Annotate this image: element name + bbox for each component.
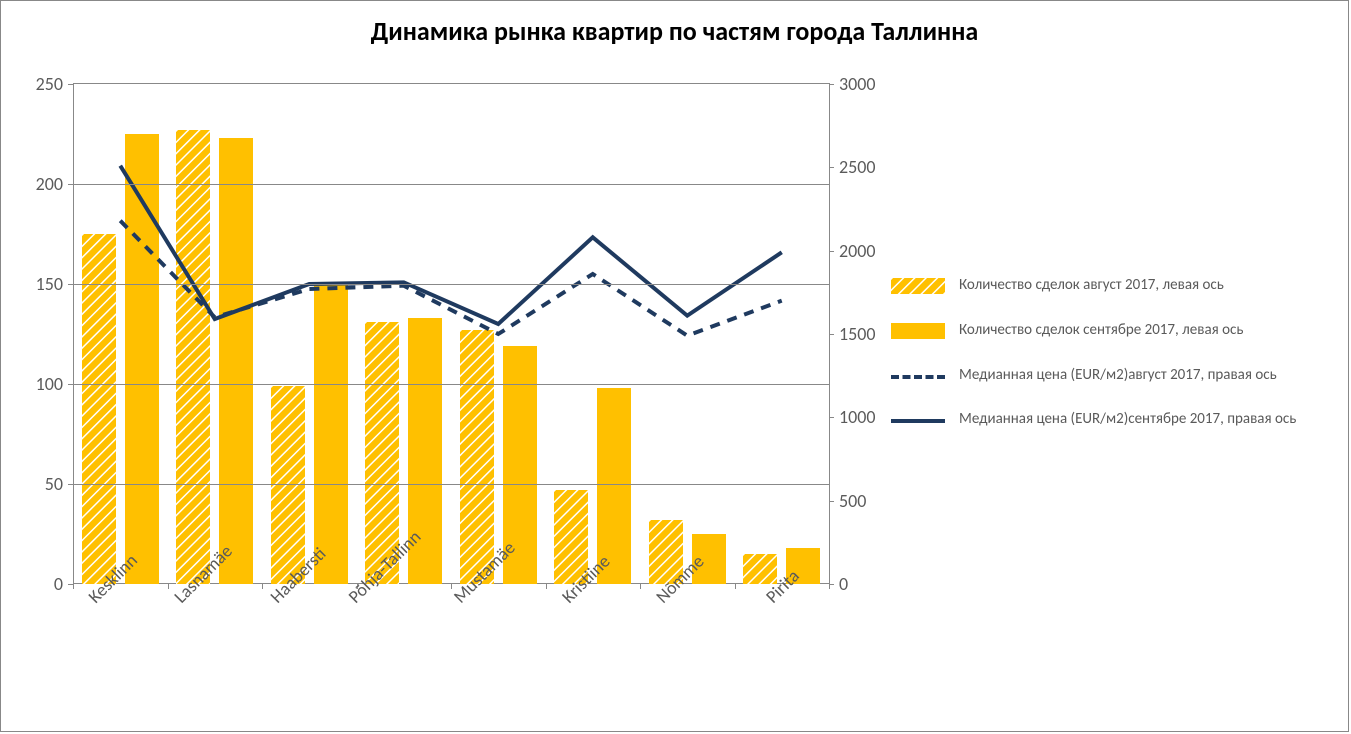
y-tick-left: 200 <box>36 173 73 195</box>
x-tick <box>640 584 641 589</box>
y-tick-left: 250 <box>36 73 73 95</box>
lines-layer <box>73 84 829 584</box>
grid-line <box>73 184 829 185</box>
x-tick <box>546 584 547 589</box>
y-tick-right: 2000 <box>829 240 876 262</box>
legend-label: Медианная цена (EUR/м2)сентябре 2017, пр… <box>959 410 1331 429</box>
y-tick-left: 50 <box>45 473 73 495</box>
legend-label: Медианная цена (EUR/м2)август 2017, прав… <box>959 366 1331 385</box>
legend-item: Количество сделок сентябре 2017, левая о… <box>891 321 1331 340</box>
x-tick <box>829 584 830 589</box>
legend-swatch-hatch-icon <box>891 278 945 294</box>
legend-item: Медианная цена (EUR/м2)август 2017, прав… <box>891 366 1331 385</box>
y-tick-right: 2500 <box>829 156 876 178</box>
y-tick-right: 1500 <box>829 323 876 345</box>
y-tick-right: 500 <box>829 490 866 512</box>
plot-area: 050100150200250050010001500200025003000K… <box>73 83 830 584</box>
grid-line <box>73 484 829 485</box>
legend-item: Медианная цена (EUR/м2)сентябре 2017, пр… <box>891 410 1331 429</box>
line-sep <box>120 166 782 324</box>
x-tick <box>168 584 169 589</box>
y-tick-left: 100 <box>36 373 73 395</box>
grid-line <box>73 384 829 385</box>
y-tick-left: 150 <box>36 273 73 295</box>
y-tick-right: 3000 <box>829 73 876 95</box>
legend-label: Количество сделок август 2017, левая ось <box>959 276 1331 295</box>
y-tick-right: 0 <box>829 573 848 595</box>
legend-line-solid-icon <box>891 410 945 428</box>
legend-label: Количество сделок сентябре 2017, левая о… <box>959 321 1331 340</box>
chart-title: Динамика рынка квартир по частям города … <box>1 15 1348 47</box>
legend-swatch-solid-icon <box>891 323 945 339</box>
x-tick <box>735 584 736 589</box>
x-tick <box>73 584 74 589</box>
chart-container: Динамика рынка квартир по частям города … <box>0 0 1349 732</box>
legend: Количество сделок август 2017, левая ось… <box>891 276 1331 455</box>
legend-item: Количество сделок август 2017, левая ось <box>891 276 1331 295</box>
grid-line <box>73 284 829 285</box>
x-tick <box>262 584 263 589</box>
y-tick-left: 0 <box>54 573 73 595</box>
y-tick-right: 1000 <box>829 406 876 428</box>
legend-line-dash-icon <box>891 366 945 384</box>
